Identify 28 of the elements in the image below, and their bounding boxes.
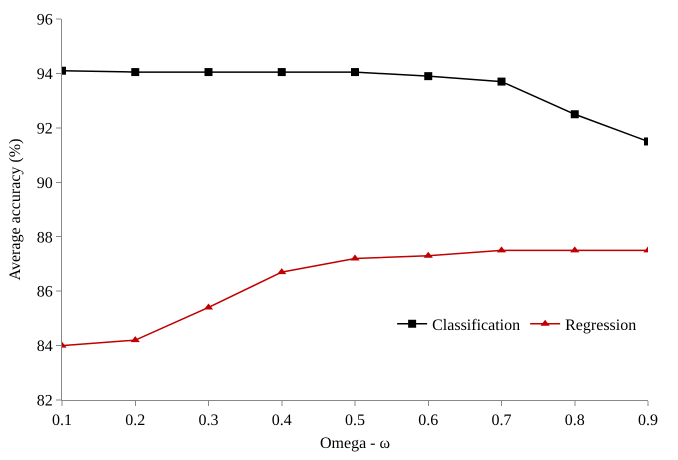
- legend-label: Regression: [565, 316, 636, 334]
- y-tick-label: 86: [36, 284, 53, 301]
- x-tick-label: 0.1: [52, 412, 72, 430]
- point: [204, 68, 212, 76]
- point: [570, 110, 579, 118]
- point: [424, 72, 432, 80]
- point: [351, 68, 359, 76]
- x-tick-label: 0.7: [492, 412, 512, 430]
- y-tick-label: 92: [36, 120, 53, 138]
- x-tick-label: 0.9: [638, 412, 658, 430]
- point: [131, 68, 140, 76]
- x-tick-label: 0.2: [125, 412, 146, 430]
- y-tick-label: 88: [36, 229, 53, 246]
- y-tick-label: 84: [36, 338, 53, 356]
- x-tick-label: 0.4: [272, 412, 292, 430]
- x-tick-label: 0.8: [564, 412, 585, 430]
- point: [278, 68, 286, 76]
- y-tick-label: 82: [36, 392, 53, 410]
- x-axis-title: Omega - ω: [320, 434, 390, 452]
- y-tick-label: 90: [36, 174, 53, 192]
- x-tick-label: 0.5: [345, 412, 365, 430]
- y-tick-label: 94: [36, 66, 53, 84]
- point: [498, 78, 506, 86]
- y-axis-title: Average accuracy (%): [7, 138, 24, 280]
- x-tick-label: 0.3: [198, 412, 218, 430]
- y-tick-label: 96: [36, 12, 53, 29]
- legend-label: Classification: [432, 316, 520, 334]
- x-tick-label: 0.6: [418, 412, 438, 430]
